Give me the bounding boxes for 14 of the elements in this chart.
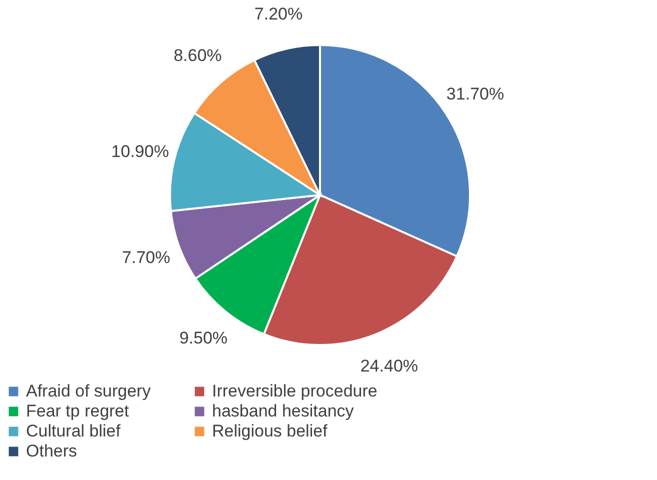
data-label: 24.40% bbox=[360, 356, 418, 376]
data-label: 8.60% bbox=[174, 46, 222, 66]
legend-label: Others bbox=[26, 442, 78, 460]
legend-label: hasband hesitancy bbox=[212, 402, 354, 420]
data-label: 10.90% bbox=[111, 142, 169, 161]
data-label: 9.50% bbox=[179, 328, 228, 348]
legend-label: Irreversible procedure bbox=[212, 382, 378, 401]
data-label: 7.70% bbox=[122, 248, 170, 268]
legend-label: Cultural blief bbox=[26, 422, 121, 440]
legend-label: Religious belief bbox=[212, 422, 328, 440]
data-label: 31.70% bbox=[446, 84, 504, 104]
legend-label: Fear tp regret bbox=[26, 402, 130, 420]
legend-label: Afraid of surgery bbox=[26, 382, 152, 401]
data-label: 7.20% bbox=[254, 4, 303, 24]
